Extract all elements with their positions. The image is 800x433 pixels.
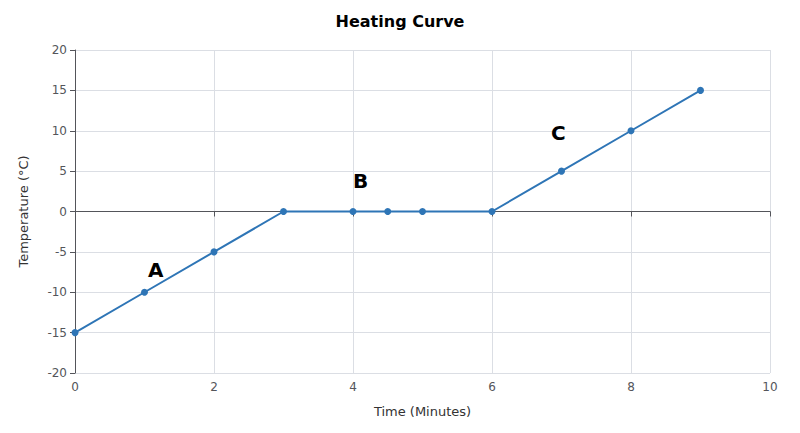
svg-text:10: 10 [52, 124, 67, 138]
svg-text:-15: -15 [47, 326, 67, 340]
svg-text:A: A [148, 258, 164, 282]
svg-text:C: C [551, 121, 566, 145]
svg-text:0: 0 [59, 205, 67, 219]
svg-text:-20: -20 [47, 366, 67, 380]
svg-text:10: 10 [762, 380, 777, 394]
svg-text:Time (Minutes): Time (Minutes) [373, 404, 471, 419]
svg-text:Heating Curve: Heating Curve [336, 12, 465, 31]
svg-text:20: 20 [52, 43, 67, 57]
svg-text:2: 2 [210, 380, 218, 394]
svg-text:-10: -10 [47, 285, 67, 299]
svg-text:Temperature (°C): Temperature (°C) [16, 155, 31, 268]
svg-text:15: 15 [52, 83, 67, 97]
svg-text:4: 4 [349, 380, 357, 394]
svg-text:6: 6 [488, 380, 496, 394]
svg-text:0: 0 [71, 380, 79, 394]
svg-text:8: 8 [627, 380, 635, 394]
svg-text:5: 5 [59, 164, 67, 178]
svg-text:-5: -5 [55, 245, 67, 259]
svg-text:B: B [353, 169, 368, 193]
